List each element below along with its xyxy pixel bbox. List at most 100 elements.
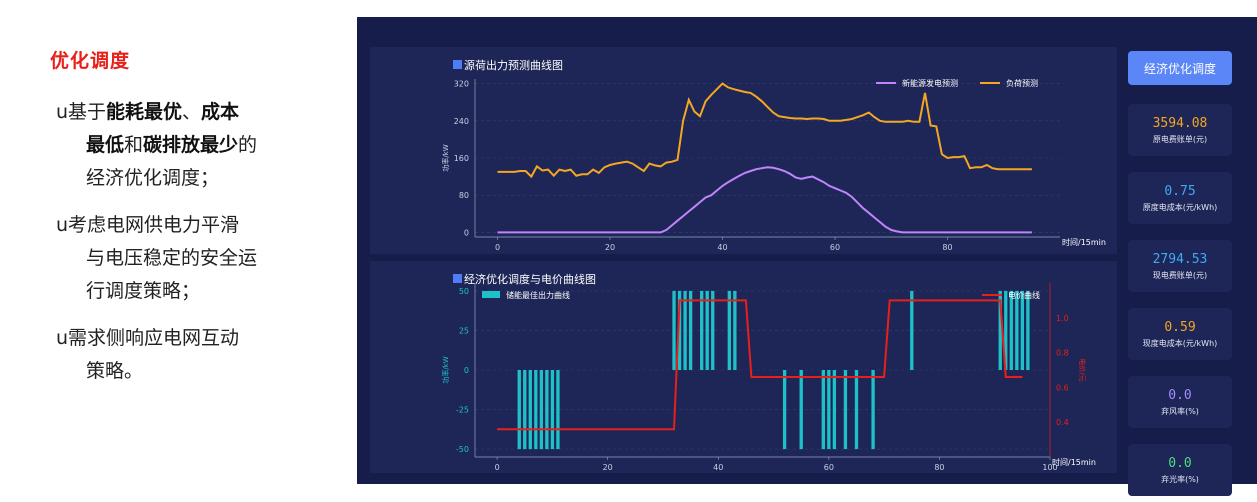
bullet-emphasis: 最低 <box>86 134 125 156</box>
metric-card: 2794.53 现电费账单(元) <box>1128 240 1232 292</box>
storage-bar <box>827 370 831 450</box>
storage-bar <box>677 290 682 370</box>
storage-bar <box>556 370 560 450</box>
bullet-text: 考虑电网供电力平滑 <box>68 214 240 236</box>
bullet-line: 最低和碳排放最少的 <box>56 129 326 162</box>
bullet-list: u 基于能耗最优、成本 最低和碳排放最少的 经济优化调度； u 考虑电网供电力平滑 与电压稳… <box>56 96 326 402</box>
bullet-text: 和 <box>124 134 144 156</box>
storage-bar <box>528 370 532 450</box>
storage-bar <box>550 370 555 450</box>
metric-card: 0.0 弃光率(%) <box>1128 444 1232 496</box>
bullet-marker: u <box>56 214 69 236</box>
legend-label: 新能源发电预测 <box>902 78 958 88</box>
x-axis-label: 时间/15min <box>1052 457 1096 467</box>
forecast-chart: 源荷出力预测曲线图 0 80 160 240 320 0 20 40 60 80 时间/15min 功率… <box>441 58 1106 252</box>
metric-list: 3594.08 原电费账单(元) 0.75 原度电成本(元/kWh) 2794.53 现电… <box>1128 104 1232 496</box>
legend-label: 负荷预测 <box>1006 78 1038 88</box>
title-marker <box>453 274 462 283</box>
bullet-text: 经济优化调度； <box>86 167 220 189</box>
metric-value: 3594.08 <box>1152 115 1208 131</box>
bullet-line: 需求侧响应电网互动 <box>56 322 326 355</box>
series-line <box>497 166 1032 234</box>
legend-swatch <box>482 291 500 298</box>
y-axis-label: 功率/kW <box>441 356 450 383</box>
dispatch-chart: 经济优化调度与电价曲线图 -50 -25 0 25 50 0 20 40 60 80 100时间/15… <box>441 272 1096 472</box>
x-tick-label: 20 <box>605 243 615 252</box>
metric-label: 现电费账单(元) <box>1152 270 1208 280</box>
storage-bar <box>545 370 549 450</box>
y-tick-label: 0 <box>464 228 469 237</box>
y2-tick-label: 0.8 <box>1056 349 1069 358</box>
y-tick-label: 160 <box>454 154 469 163</box>
metric-label: 原度电成本(元/kWh) <box>1142 202 1218 212</box>
economic-dispatch-button[interactable]: 经济优化调度 <box>1128 51 1232 85</box>
x-tick-label: 60 <box>830 243 840 252</box>
forecast-chart-panel: 源荷出力预测曲线图 0 80 160 240 320 0 20 40 60 80 时间/15min 功率… <box>370 47 1117 254</box>
series-line <box>497 82 1032 179</box>
x-tick-label: 100 <box>1042 463 1057 472</box>
bullet-line: 基于能耗最优、成本 <box>56 96 326 129</box>
metric-label: 弃风率(%) <box>1161 406 1199 416</box>
storage-bar <box>832 370 837 450</box>
y-tick-label: 240 <box>454 117 469 126</box>
storage-bar <box>534 370 538 450</box>
x-axis-label: 时间/15min <box>1062 237 1106 247</box>
storage-bar <box>672 290 676 370</box>
x-tick-label: 40 <box>717 243 727 252</box>
price-line <box>497 299 1023 431</box>
x-tick-label: 80 <box>934 463 944 472</box>
storage-bar <box>910 290 914 370</box>
storage-bar <box>523 370 527 450</box>
bullet-marker: u <box>56 327 69 349</box>
y-tick-label: 0 <box>464 366 469 375</box>
storage-bar <box>711 290 715 370</box>
metric-value: 0.0 <box>1168 387 1192 403</box>
storage-bar <box>854 370 859 450</box>
bullet-marker: u <box>56 101 69 123</box>
storage-bar <box>1026 290 1030 370</box>
metric-value: 0.0 <box>1168 455 1192 471</box>
bullet-emphasis: 成本 <box>201 101 240 123</box>
bullet-text: 行调度策略； <box>86 280 201 302</box>
bullet-line: 行调度策略； <box>56 275 326 308</box>
x-tick-label: 40 <box>713 463 723 472</box>
bullet-item: u 基于能耗最优、成本 最低和碳排放最少的 经济优化调度； <box>56 96 326 195</box>
y-tick-label: 80 <box>459 191 469 200</box>
legend-label: 电价曲线 <box>1008 290 1040 300</box>
legend-label: 储能最佳出力曲线 <box>506 290 570 300</box>
y2-tick-label: 0.6 <box>1056 383 1069 392</box>
y-tick-label: 320 <box>454 80 469 89</box>
y-tick-label: -50 <box>456 445 469 454</box>
y2-tick-label: 1.0 <box>1056 314 1069 323</box>
storage-bar <box>517 370 521 450</box>
storage-bar <box>705 290 709 370</box>
chart-title: 源荷出力预测曲线图 <box>464 58 563 72</box>
bullet-emphasis: 碳排放最少 <box>143 134 239 156</box>
bullet-item: u 需求侧响应电网互动策略。 <box>56 322 326 388</box>
bullet-text: 策略。 <box>86 360 144 382</box>
y-tick-label: 50 <box>459 287 469 296</box>
metric-value: 2794.53 <box>1152 251 1208 267</box>
x-tick-label: 0 <box>495 243 500 252</box>
metrics-sidebar: 经济优化调度 3594.08 原电费账单(元) 0.75 原度电成本(元/kWh) 27… <box>1128 51 1232 496</box>
bullet-text: 的 <box>238 134 258 156</box>
bullet-text: 需求侧响应电网互动 <box>68 327 240 349</box>
storage-bar <box>843 370 848 450</box>
x-tick-label: 60 <box>824 463 834 472</box>
storage-bar <box>998 290 1002 370</box>
bullet-line: 考虑电网供电力平滑 <box>56 209 326 242</box>
bullet-line: 经济优化调度； <box>56 162 326 195</box>
bullet-line: 与电压稳定的安全运 <box>56 242 326 275</box>
y-tick-label: 25 <box>459 326 469 335</box>
storage-bar <box>539 370 544 450</box>
dispatch-chart-panel: 经济优化调度与电价曲线图 -50 -25 0 25 50 0 20 40 60 80 100 时间/15… <box>370 261 1117 473</box>
storage-bar <box>871 370 875 450</box>
metric-card: 0.0 弃风率(%) <box>1128 376 1232 428</box>
storage-bar <box>733 290 737 370</box>
storage-bar <box>688 290 693 370</box>
metric-label: 原电费账单(元) <box>1152 134 1208 144</box>
y-axis-label: 功率/kW <box>441 144 450 171</box>
y2-tick-label: 0.4 <box>1056 418 1069 427</box>
x-tick-label: 0 <box>495 463 500 472</box>
y2-axis-label: 电价/元 <box>1078 358 1087 381</box>
